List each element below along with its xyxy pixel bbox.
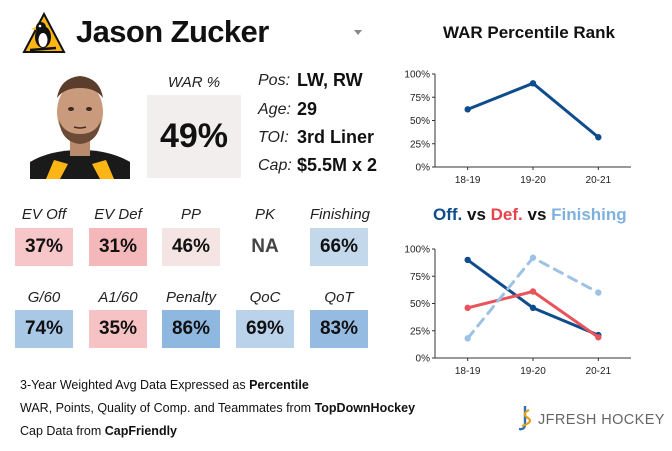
stat-label-finishing: Finishing: [310, 206, 371, 223]
chart1-y-tick-label: 0%: [416, 163, 431, 174]
stat-value-ev-def: 31%: [89, 228, 147, 266]
bio-value-age: 29: [297, 99, 318, 119]
bio-key-toi: TOI:: [258, 129, 289, 146]
stat-value-finishing: 66%: [310, 228, 368, 266]
bio-key-cap: Cap:: [258, 157, 292, 174]
chart2-y-tick-label: 75%: [410, 272, 430, 283]
chart1-x-tick-label: 18-19: [455, 175, 481, 186]
chart2-title-off: Off.: [433, 205, 463, 224]
player-name: Jason Zucker: [76, 14, 269, 49]
chart2-y-tick-label: 50%: [410, 299, 430, 310]
player-dropdown-chevron-icon[interactable]: [354, 30, 362, 35]
stat-label-qot: QoT: [324, 289, 354, 306]
chart2-x-tick-label: 19-20: [520, 366, 546, 377]
stat-label-a160: A1/60: [98, 289, 138, 306]
stat-value-qoc: 69%: [236, 310, 294, 348]
stat-value-qot: 83%: [310, 310, 368, 348]
war-value-box: 49%: [147, 95, 241, 178]
chart1-y-tick-label: 100%: [404, 70, 430, 81]
chart2-title-vs2: vs: [522, 205, 552, 224]
chart2-series-1-point: [464, 304, 471, 312]
stat-label-pp: PP: [180, 206, 201, 223]
brand: JFRESH HOCKEY: [516, 404, 665, 437]
chart2-series-2-point: [595, 289, 602, 296]
stat-value-ev-off: 37%: [15, 228, 73, 266]
chart1-x-tick-label: 19-20: [520, 175, 546, 186]
stat-value-g60: 74%: [15, 310, 73, 348]
off-def-finishing-chart: 0% 25% 50% 75% 100% 18-19 19-20 20-21: [404, 245, 631, 377]
footer-note-percentile: 3-Year Weighted Avg Data Expressed as Pe…: [20, 378, 309, 392]
bio-value-position: LW, RW: [297, 70, 363, 90]
stat-value-pk: NA: [236, 228, 294, 266]
chart2-title-def: Def.: [490, 205, 523, 224]
penguins-logo-icon: [22, 11, 66, 56]
chart1-y-tick-label: 75%: [410, 93, 430, 104]
chart2-series-2-point: [529, 254, 537, 261]
chart1-series-0-point: [529, 80, 537, 87]
brand-name: JFRESH HOCKEY: [538, 412, 665, 428]
bio-key-position: Pos:: [258, 72, 291, 89]
stat-label-ev-def: EV Def: [94, 206, 142, 223]
chart2-series-2-point: [464, 335, 471, 342]
stat-label-g60: G/60: [27, 289, 61, 306]
stat-value-a160: 35%: [89, 310, 147, 348]
bio-key-age: Age:: [258, 101, 291, 118]
chart2-series-0-point: [529, 304, 537, 312]
chart1-series-line-0: [466, 81, 600, 139]
stat-label-qoc: QoC: [249, 289, 281, 306]
chart2-title-finishing: Finishing: [551, 205, 627, 224]
war-percentile-chart: 0% 25% 50% 75% 100% 18-19 19-20 20-21: [404, 70, 631, 186]
chart2-y-tick-label: 25%: [410, 326, 430, 337]
stat-label-pk: PK: [254, 206, 275, 223]
brand-logo-icon: [516, 404, 532, 437]
bio-value-cap: $5.5M x 2: [297, 155, 378, 175]
chart2-series-0-point: [464, 256, 471, 264]
chart2-y-tick-label: 0%: [416, 354, 431, 365]
chart1-x-tick-label: 20-21: [586, 175, 612, 186]
chart2-x-tick-label: 20-21: [586, 366, 612, 377]
chart1-y-tick-label: 50%: [410, 116, 430, 127]
chart2-series-1-point: [529, 288, 537, 295]
chart2-x-tick-label: 18-19: [455, 366, 481, 377]
stat-label-penalty: Penalty: [165, 289, 217, 306]
bio-value-toi: 3rd Liner: [297, 127, 375, 147]
stat-value-penalty: 86%: [162, 310, 220, 348]
chart1-series-0-point: [464, 106, 471, 113]
chart2-series-1-point: [595, 334, 602, 341]
player-headshot: [30, 64, 130, 179]
chart1-title: WAR Percentile Rank: [443, 23, 615, 42]
war-label: WAR %: [167, 74, 221, 91]
stat-value-pp: 46%: [162, 228, 220, 266]
chart1-y-tick-label: 25%: [410, 139, 430, 150]
chart1-series-0-point: [595, 134, 602, 141]
footer-note-source: WAR, Points, Quality of Comp. and Teamma…: [20, 401, 416, 415]
chart2-title-vs1: vs: [462, 205, 491, 224]
stat-label-ev-off: EV Off: [21, 206, 67, 223]
chart2-title: Off. vs Def. vs Finishing: [433, 205, 627, 225]
chart2-y-tick-label: 100%: [404, 245, 430, 256]
footer-note-cap: Cap Data from CapFriendly: [20, 424, 178, 438]
